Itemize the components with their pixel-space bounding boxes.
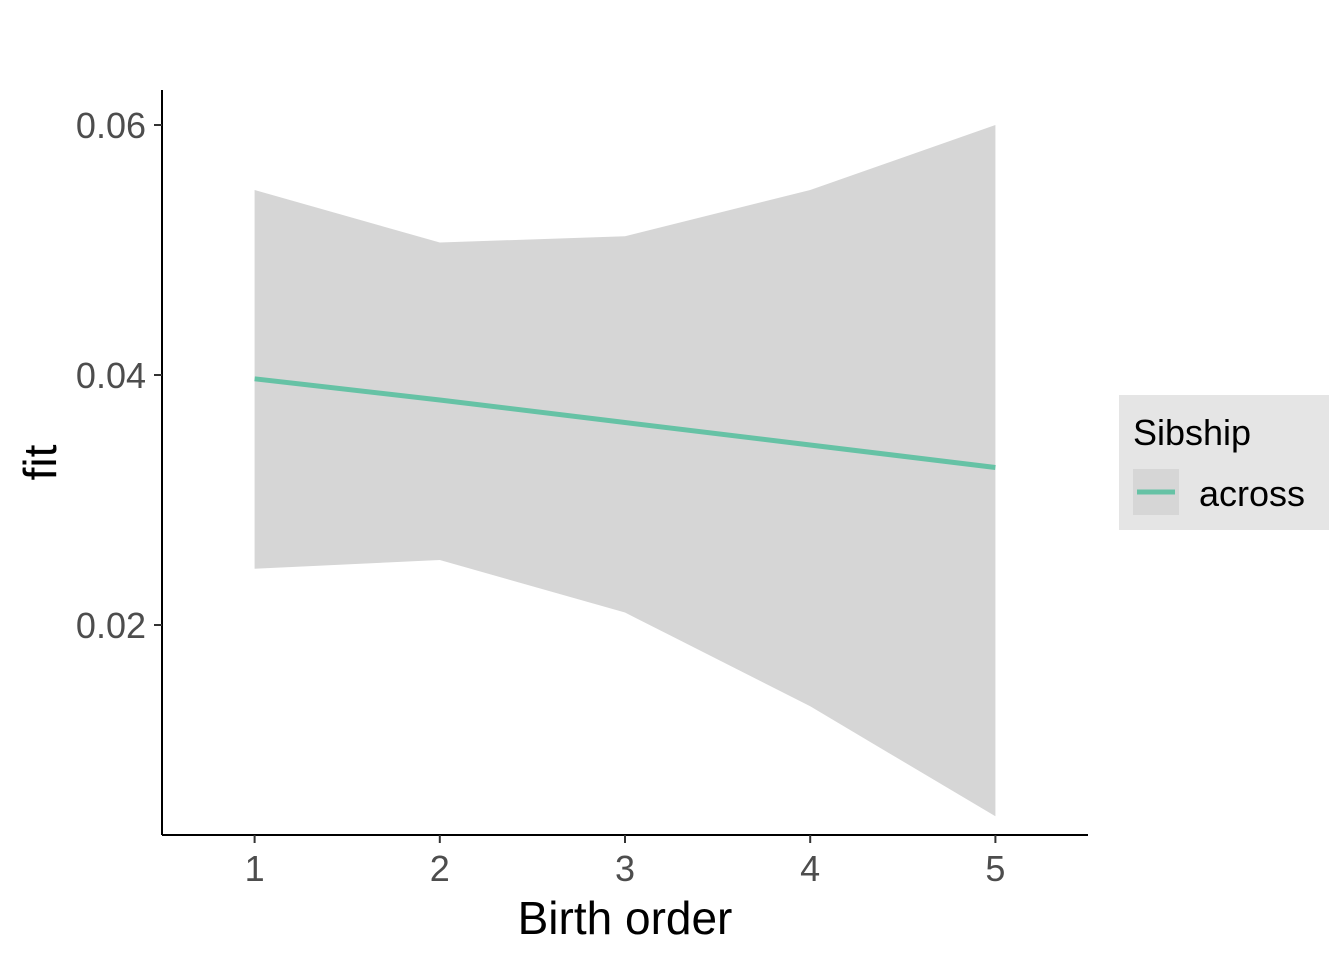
- y-tick-label: 0.06: [76, 105, 146, 146]
- x-tick-label: 1: [245, 848, 265, 889]
- y-tick-label: 0.02: [76, 605, 146, 646]
- x-axis-ticks: 1 2 3 4 5: [245, 835, 1005, 889]
- legend-label-across: across: [1199, 473, 1305, 514]
- fit-line: [254, 376, 996, 470]
- x-tick-label: 4: [800, 848, 820, 889]
- legend-title: Sibship: [1133, 412, 1251, 453]
- y-axis-title: fit: [14, 444, 66, 480]
- x-tick-label: 3: [615, 848, 635, 889]
- x-axis-title: Birth order: [518, 892, 733, 944]
- x-tick-label: 2: [430, 848, 450, 889]
- x-tick-label: 5: [985, 848, 1005, 889]
- y-axis-ticks: 0.02 0.04 0.06: [76, 105, 162, 646]
- plot-area: [254, 125, 996, 817]
- y-tick-label: 0.04: [76, 355, 146, 396]
- legend: Sibship across: [1119, 395, 1329, 530]
- confidence-ribbon: [254, 125, 996, 817]
